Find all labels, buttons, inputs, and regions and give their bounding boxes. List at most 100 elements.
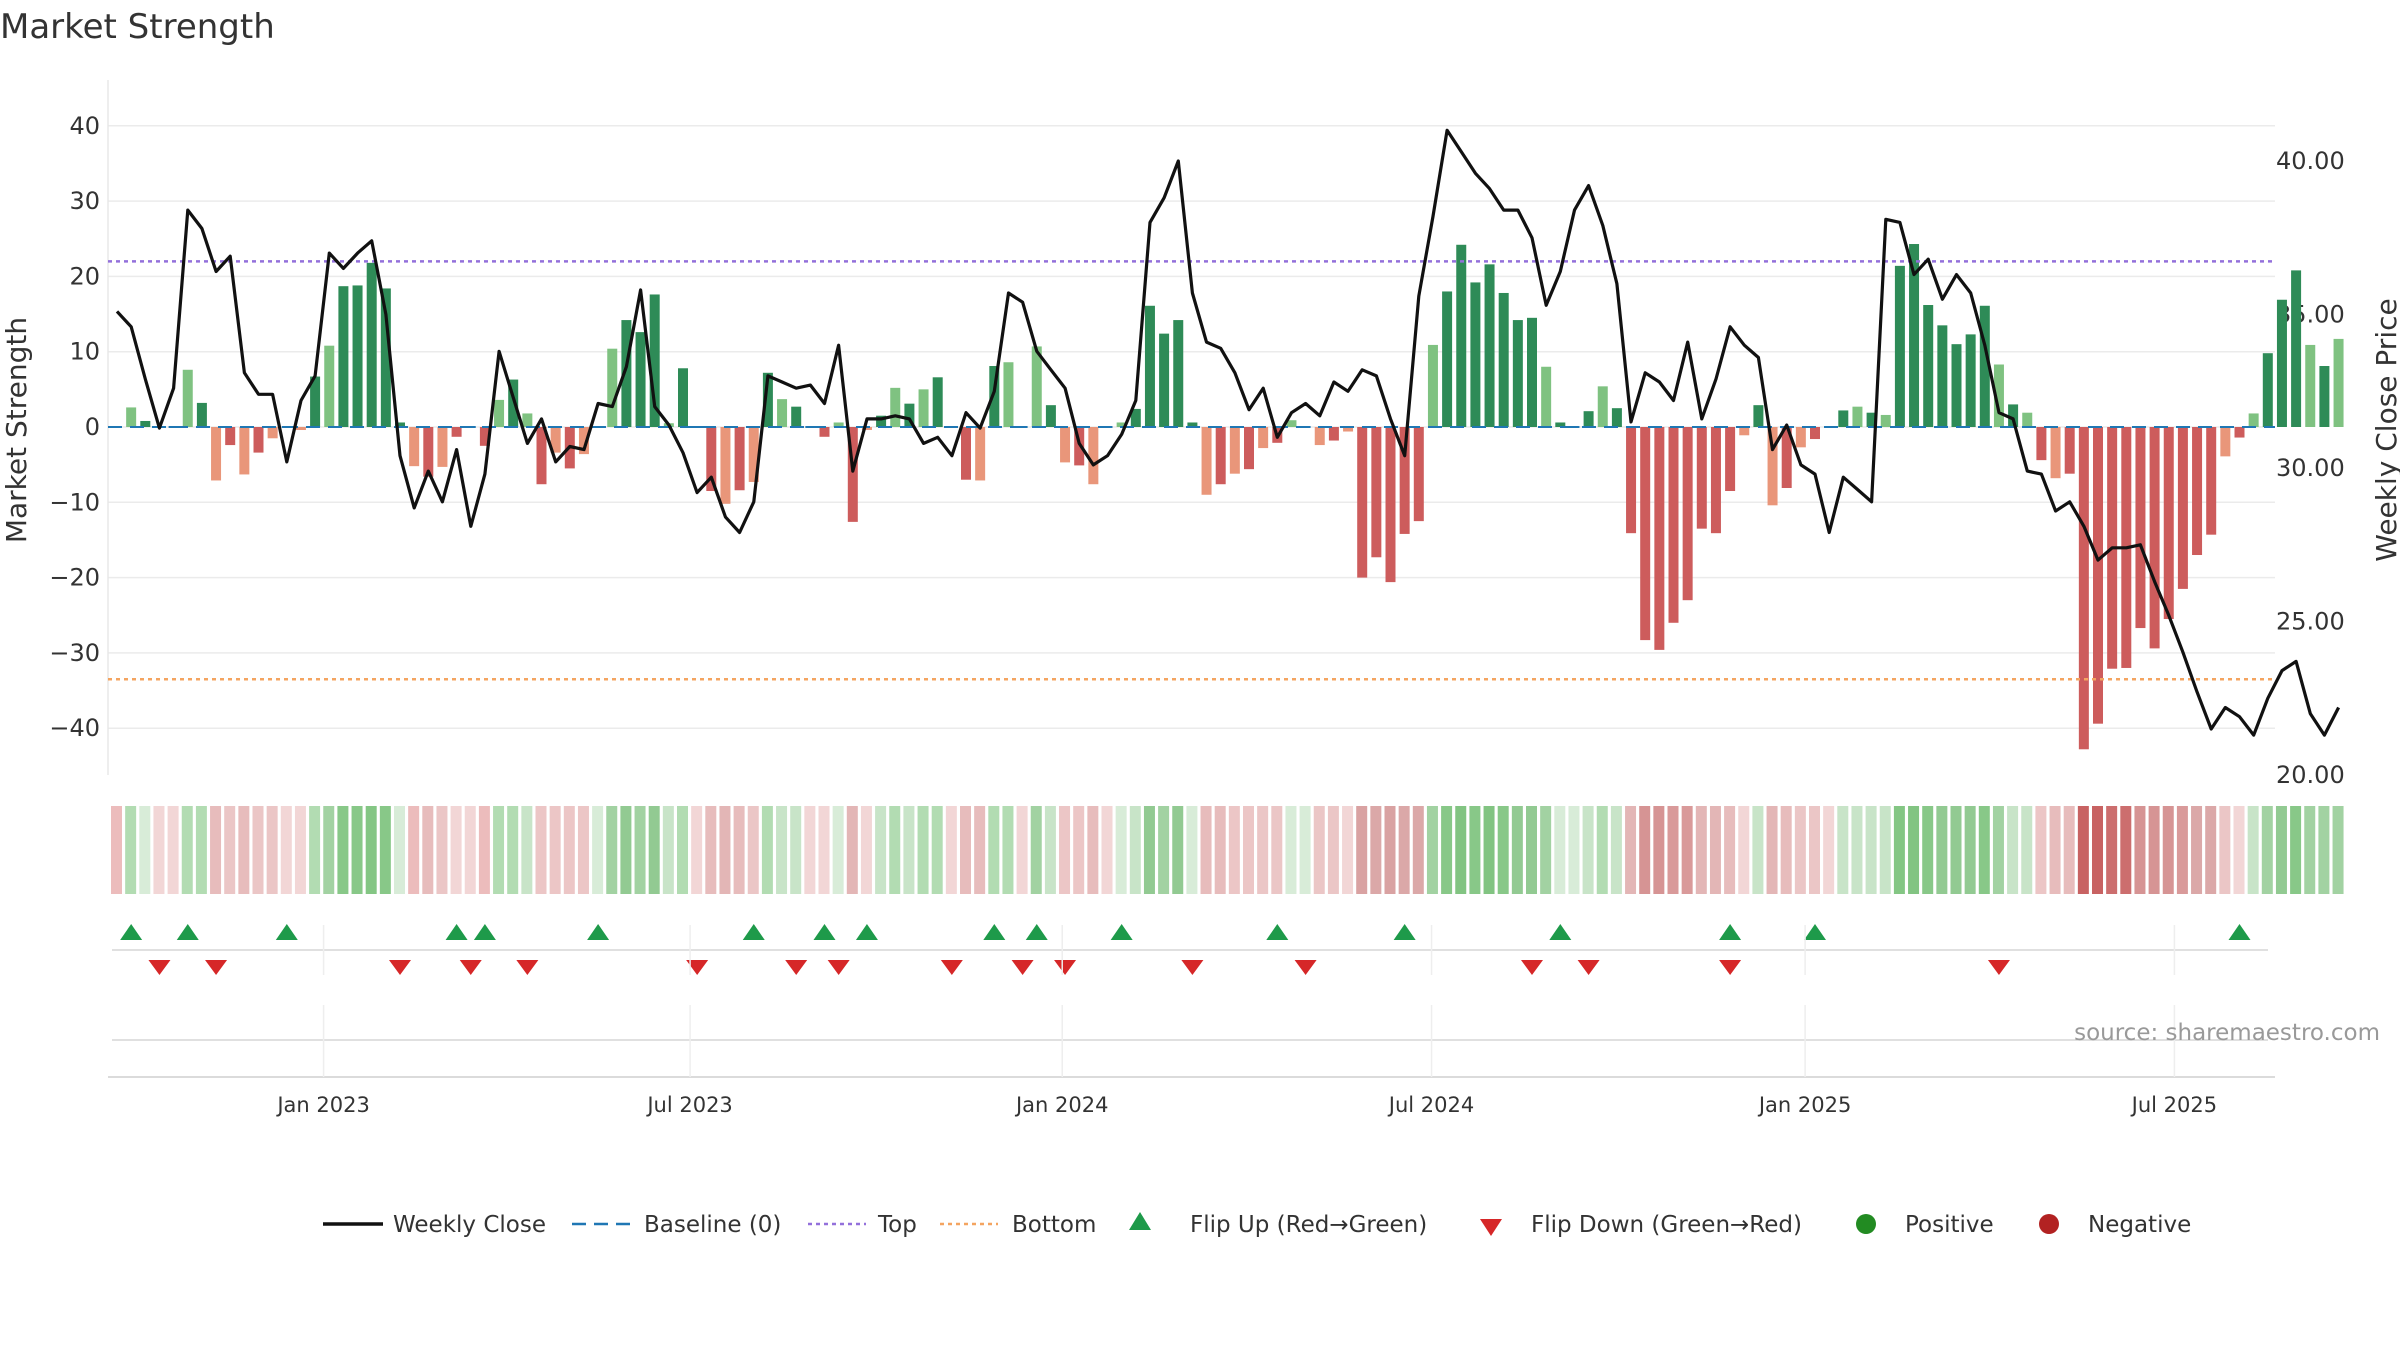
- flip-up-marker: [445, 924, 468, 940]
- heat-cell: [1582, 806, 1594, 894]
- strength-bar: [451, 427, 462, 437]
- flip-down-marker: [1577, 960, 1600, 975]
- heat-cell: [210, 806, 222, 894]
- strength-bar: [2262, 353, 2273, 427]
- strength-bar: [1541, 366, 1552, 427]
- heat-cell: [195, 806, 207, 894]
- heat-cell: [2106, 806, 2118, 894]
- flip-down-marker: [1987, 960, 2010, 975]
- heat-cell: [1370, 806, 1382, 894]
- y-tick-label: 20: [69, 262, 100, 290]
- strength-bar: [1852, 406, 1863, 427]
- heat-cell: [1044, 806, 1056, 894]
- strength-bar: [1187, 422, 1198, 427]
- legend-negative: Negative: [2088, 1212, 2191, 1238]
- y-tick-label: 40: [69, 112, 100, 140]
- heat-cell: [1738, 806, 1750, 894]
- strength-bar: [1413, 427, 1424, 522]
- strength-bar: [437, 427, 448, 467]
- heat-cell: [181, 806, 193, 894]
- strength-bar: [989, 366, 1000, 427]
- flip-up-marker: [1804, 924, 1826, 940]
- strength-bar: [239, 427, 250, 475]
- heat-cell: [365, 806, 377, 894]
- strength-bar: [2319, 366, 2330, 427]
- heat-cell: [1837, 806, 1849, 894]
- heat-cell: [931, 806, 943, 894]
- flip-down-marker: [827, 960, 850, 975]
- heat-cell: [945, 806, 957, 894]
- y2-tick-label: 35.00: [2276, 301, 2345, 329]
- strength-bar: [2078, 427, 2089, 750]
- legend-baseline: Baseline (0): [644, 1212, 781, 1238]
- x-tick-label: Jul 2024: [1387, 1093, 1474, 1117]
- heat-cell: [563, 806, 575, 894]
- heat-cell: [1809, 806, 1820, 894]
- heat-cell: [2205, 806, 2217, 894]
- strength-bar: [1427, 344, 1438, 427]
- legend-flip-up: Flip Up (Red→Green): [1190, 1212, 1427, 1238]
- flip-up-marker: [983, 924, 1006, 940]
- heat-cell: [464, 806, 476, 894]
- heat-cell: [1978, 806, 1990, 894]
- y-tick-label: 0: [85, 413, 100, 441]
- strength-bar: [2064, 427, 2075, 474]
- strength-bar: [1838, 410, 1849, 427]
- strength-bar: [338, 286, 349, 427]
- heat-cell: [1568, 806, 1580, 894]
- heat-cell: [294, 806, 306, 894]
- strength-bar: [762, 372, 773, 427]
- strength-bar: [1909, 244, 1920, 427]
- heat-cell: [1610, 806, 1622, 894]
- strength-bar: [1286, 420, 1297, 427]
- strength-bar: [2008, 404, 2019, 427]
- legend: Weekly Close Baseline (0) Top Bottom Fli…: [323, 1212, 2191, 1238]
- flip-down-marker: [785, 960, 808, 975]
- heat-cell: [2035, 806, 2047, 894]
- y2-axis-ticks: 40.00 35.00 30.00 25.00 20.00: [2276, 147, 2345, 789]
- strength-bar: [692, 426, 703, 428]
- strength-bar: [1357, 427, 1368, 578]
- strength-bar: [1399, 427, 1410, 534]
- strength-bar: [2206, 427, 2217, 535]
- heat-cell: [1780, 806, 1792, 894]
- heat-cell: [889, 806, 901, 894]
- legend-positive-marker: [1856, 1214, 1876, 1234]
- strength-bar: [918, 389, 929, 427]
- strength-bar: [932, 377, 943, 427]
- strength-bar: [1965, 334, 1976, 427]
- strength-bar: [1979, 305, 1990, 427]
- heat-cell: [394, 806, 405, 894]
- strength-bar: [2248, 413, 2259, 427]
- heat-cell: [1823, 806, 1835, 894]
- flip-down-marker: [148, 960, 171, 975]
- heat-cell: [2247, 806, 2259, 894]
- heat-cell: [1922, 806, 1934, 894]
- flip-down-marker: [516, 960, 539, 975]
- legend-flip-down-marker: [1480, 1219, 1502, 1236]
- y-axis-ticks: 40 30 20 10 0 −10 −20 −30 −40: [49, 112, 100, 742]
- reference-lines: [108, 260, 2275, 681]
- flip-down-marker: [1011, 960, 1034, 975]
- heat-cell: [1115, 806, 1127, 894]
- flip-down-marker: [1294, 960, 1317, 975]
- heat-cell: [238, 806, 250, 894]
- y-tick-label: −40: [49, 714, 100, 742]
- strength-bar: [1484, 264, 1495, 427]
- flip-up-marker: [1719, 924, 1742, 940]
- strength-bar: [847, 427, 858, 522]
- flip-up-marker: [176, 924, 199, 940]
- strength-bar: [536, 427, 547, 485]
- strength-bar: [791, 406, 802, 427]
- y2-tick-label: 20.00: [2276, 761, 2345, 789]
- strength-bar: [1739, 427, 1750, 436]
- weekly-close-line: [115, 128, 2341, 737]
- heat-cell: [860, 806, 872, 894]
- heat-cell: [818, 806, 830, 894]
- heat-cell: [917, 806, 929, 894]
- heat-cell: [111, 806, 122, 894]
- heat-cell: [1412, 806, 1424, 894]
- heat-cell: [1342, 806, 1354, 894]
- heat-cell: [1426, 806, 1438, 894]
